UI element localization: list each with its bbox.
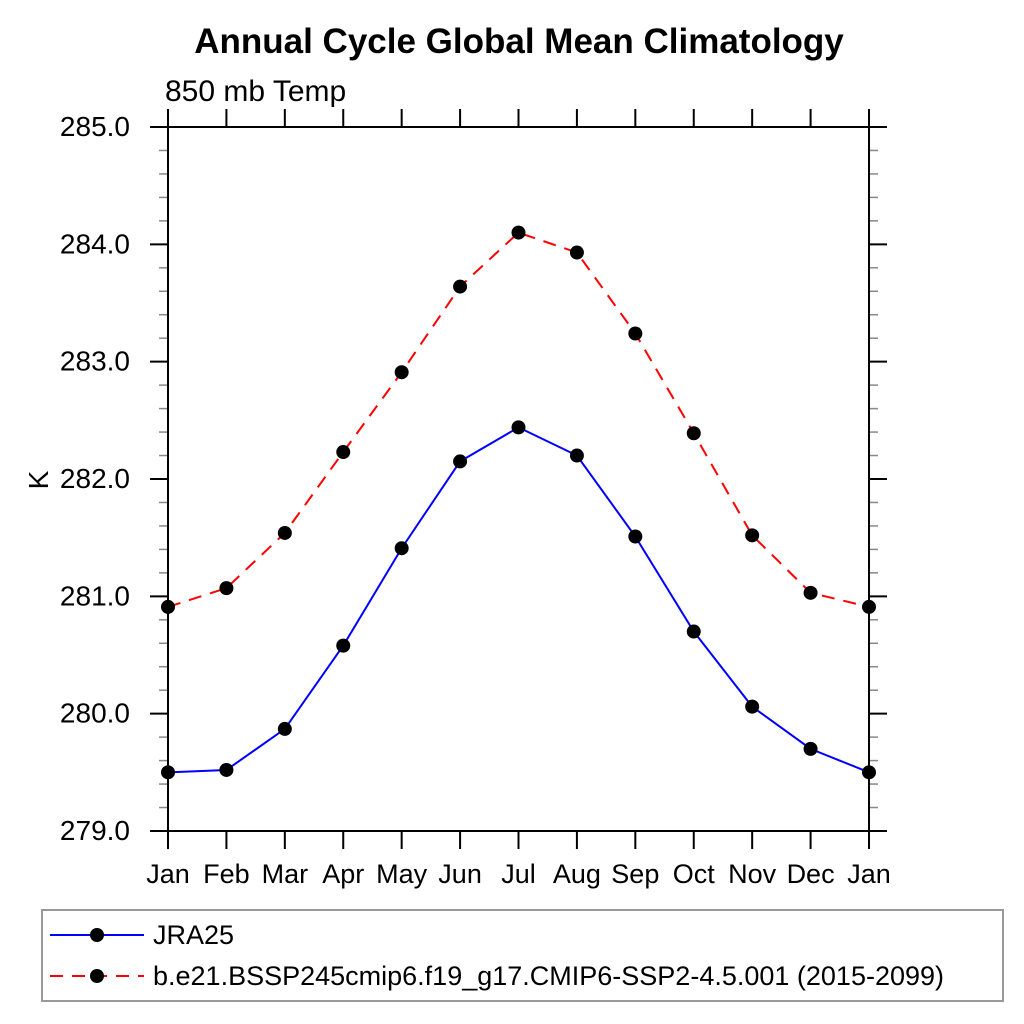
- x-tick-label: Sep: [611, 859, 659, 889]
- data-point-marker: [453, 454, 468, 469]
- data-point-marker: [511, 225, 526, 240]
- x-tick-label: Feb: [203, 859, 250, 889]
- data-point-marker: [219, 762, 234, 777]
- chart-title: Annual Cycle Global Mean Climatology: [194, 22, 844, 61]
- y-tick-label: 284.0: [60, 228, 130, 259]
- y-tick-label: 285.0: [60, 111, 130, 142]
- data-point-marker: [862, 765, 876, 780]
- y-tick-label: 279.0: [60, 815, 130, 846]
- x-tick-label: Dec: [787, 859, 835, 889]
- y-axis-title: K: [23, 470, 54, 489]
- plot-frame: [167, 126, 870, 832]
- data-point-marker: [745, 699, 760, 714]
- x-tick-label: Jul: [501, 859, 536, 889]
- data-point-marker: [628, 326, 643, 341]
- legend-marker-icon: [90, 969, 104, 983]
- data-point-marker: [569, 245, 584, 260]
- data-point-marker: [336, 445, 351, 460]
- plot-area: Jan Feb Mar Apr May Jun Jul Aug Sep Oct Nov Dec Jan 2…: [60, 109, 891, 889]
- x-tick-label: Mar: [262, 859, 309, 889]
- data-point-marker: [219, 581, 234, 596]
- x-tick-label: Jun: [438, 859, 482, 889]
- x-tick-label: Nov: [728, 859, 777, 889]
- data-point-marker: [336, 638, 351, 653]
- legend-item: b.e21.BSSP245cmip6.f19_g17.CMIP6-SSP2-4.…: [49, 956, 1002, 997]
- x-tick-label: Oct: [673, 859, 716, 889]
- y-tick-label: 282.0: [60, 463, 130, 494]
- data-point-marker: [862, 599, 876, 614]
- data-point-marker: [803, 585, 818, 600]
- legend-label: b.e21.BSSP245cmip6.f19_g17.CMIP6-SSP2-4.…: [153, 960, 945, 991]
- legend: JRA25 b.e21.BSSP245cmip6.f19_g17.CMIP6-SS…: [41, 909, 1004, 1002]
- legend-line-sample: [50, 928, 144, 942]
- x-tick-label: May: [376, 859, 428, 889]
- legend-label: JRA25: [153, 919, 235, 950]
- x-tick-label: Apr: [322, 859, 364, 889]
- data-point-marker: [394, 365, 409, 380]
- data-point-marker: [628, 529, 643, 544]
- y-tick-label: 281.0: [60, 580, 130, 611]
- series-line: [167, 426, 870, 774]
- data-point-marker: [686, 624, 701, 639]
- data-point-marker: [569, 448, 584, 463]
- chart-subtitle: 850 mb Temp: [165, 75, 346, 108]
- legend-item: JRA25: [49, 915, 1002, 956]
- data-point-marker: [161, 599, 175, 614]
- data-point-marker: [686, 426, 701, 441]
- data-point-marker: [161, 765, 175, 780]
- x-tick-label: Aug: [553, 859, 601, 889]
- legend-line-sample: [50, 969, 144, 983]
- y-tick-label: 283.0: [60, 346, 130, 377]
- x-tick-label: Jan: [847, 859, 891, 889]
- series-line: [167, 231, 870, 608]
- y-tick-label: 280.0: [60, 698, 130, 729]
- data-point-marker: [453, 279, 468, 294]
- data-point-marker: [745, 528, 760, 543]
- data-point-marker: [394, 541, 409, 556]
- data-point-marker: [277, 721, 292, 736]
- data-point-marker: [511, 420, 526, 435]
- data-point-marker: [277, 525, 292, 540]
- x-tick-label: Jan: [146, 859, 190, 889]
- data-point-marker: [803, 741, 818, 756]
- legend-marker-icon: [90, 928, 104, 942]
